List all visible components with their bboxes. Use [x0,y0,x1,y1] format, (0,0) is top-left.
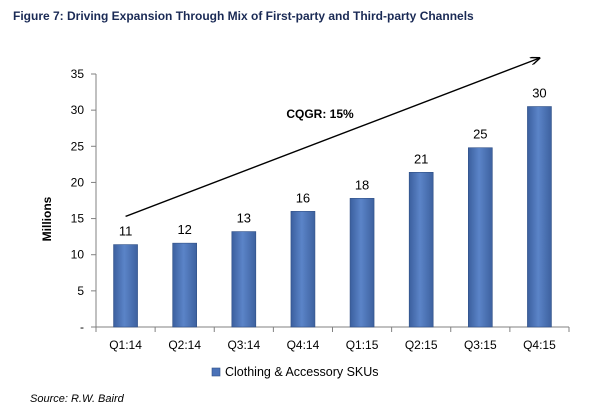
data-label: 13 [237,211,251,226]
y-tick-label: 5 [77,284,84,298]
bar [527,106,552,328]
legend-label: Clothing & Accessory SKUs [225,365,379,379]
data-label: 16 [296,190,310,205]
legend-swatch [211,367,221,377]
data-label: 25 [473,127,487,142]
y-tick-label: 30 [71,103,85,117]
bar [468,147,493,328]
x-tick-label: Q3:14 [227,338,260,352]
y-tick-label: 35 [71,67,85,81]
data-label: 18 [355,177,369,192]
source-note: Source: R.W. Baird [30,393,124,405]
x-tick-label: Q1:15 [346,338,379,352]
x-tick-label: Q4:14 [287,338,320,352]
cqgr-annotation: CQGR: 15% [286,107,354,121]
bar [349,198,375,328]
x-tick-label: Q4:15 [523,338,556,352]
data-label: 30 [532,86,546,101]
y-tick-label: 10 [71,248,85,262]
x-tick-label: Q2:14 [168,338,201,352]
bar [113,244,138,328]
bar [290,211,316,328]
y-tick-label: 25 [71,139,85,153]
bar [231,231,257,328]
data-label: 11 [119,224,133,239]
y-tick-label: - [80,320,84,334]
data-label: 12 [177,222,191,237]
bar [408,172,434,328]
y-tick-label: 15 [71,212,85,226]
bar [172,242,197,328]
x-tick-label: Q3:15 [464,338,497,352]
chart-title: Figure 7: Driving Expansion Through Mix … [13,9,474,23]
x-tick-label: Q2:15 [405,338,438,352]
x-tick-label: Q1:14 [109,338,142,352]
data-label: 21 [414,151,428,166]
y-axis-title: Millions [40,196,54,241]
growth-arrow [125,58,540,218]
y-tick-label: 20 [71,175,85,189]
